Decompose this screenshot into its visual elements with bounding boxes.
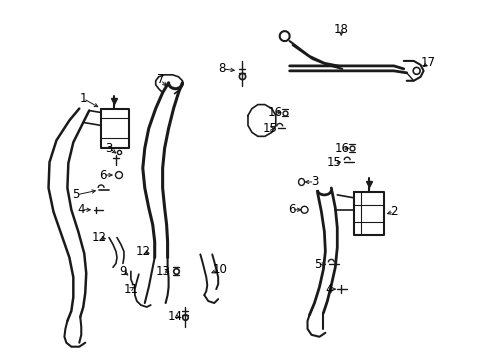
Text: 5: 5: [73, 188, 80, 201]
Text: 8: 8: [218, 62, 225, 75]
Text: 18: 18: [333, 23, 348, 36]
Text: 16: 16: [334, 142, 349, 155]
Text: 9: 9: [119, 265, 126, 278]
Text: 16: 16: [267, 106, 282, 119]
Text: 15: 15: [326, 156, 341, 168]
Text: 12: 12: [135, 245, 150, 258]
Text: 3: 3: [310, 175, 318, 189]
Text: 12: 12: [91, 231, 106, 244]
Text: 6: 6: [287, 203, 295, 216]
Text: 1: 1: [80, 92, 87, 105]
Text: 17: 17: [420, 57, 435, 69]
Text: 15: 15: [262, 122, 277, 135]
Text: 13: 13: [155, 265, 170, 278]
Text: 4: 4: [325, 283, 332, 296]
Text: 11: 11: [123, 283, 138, 296]
Text: 14: 14: [168, 310, 183, 323]
Text: 4: 4: [78, 203, 85, 216]
Text: 10: 10: [212, 263, 227, 276]
Text: 5: 5: [313, 258, 321, 271]
Text: 3: 3: [105, 142, 113, 155]
Text: 2: 2: [389, 205, 397, 218]
Text: 6: 6: [99, 168, 107, 181]
Text: 7: 7: [157, 73, 164, 86]
